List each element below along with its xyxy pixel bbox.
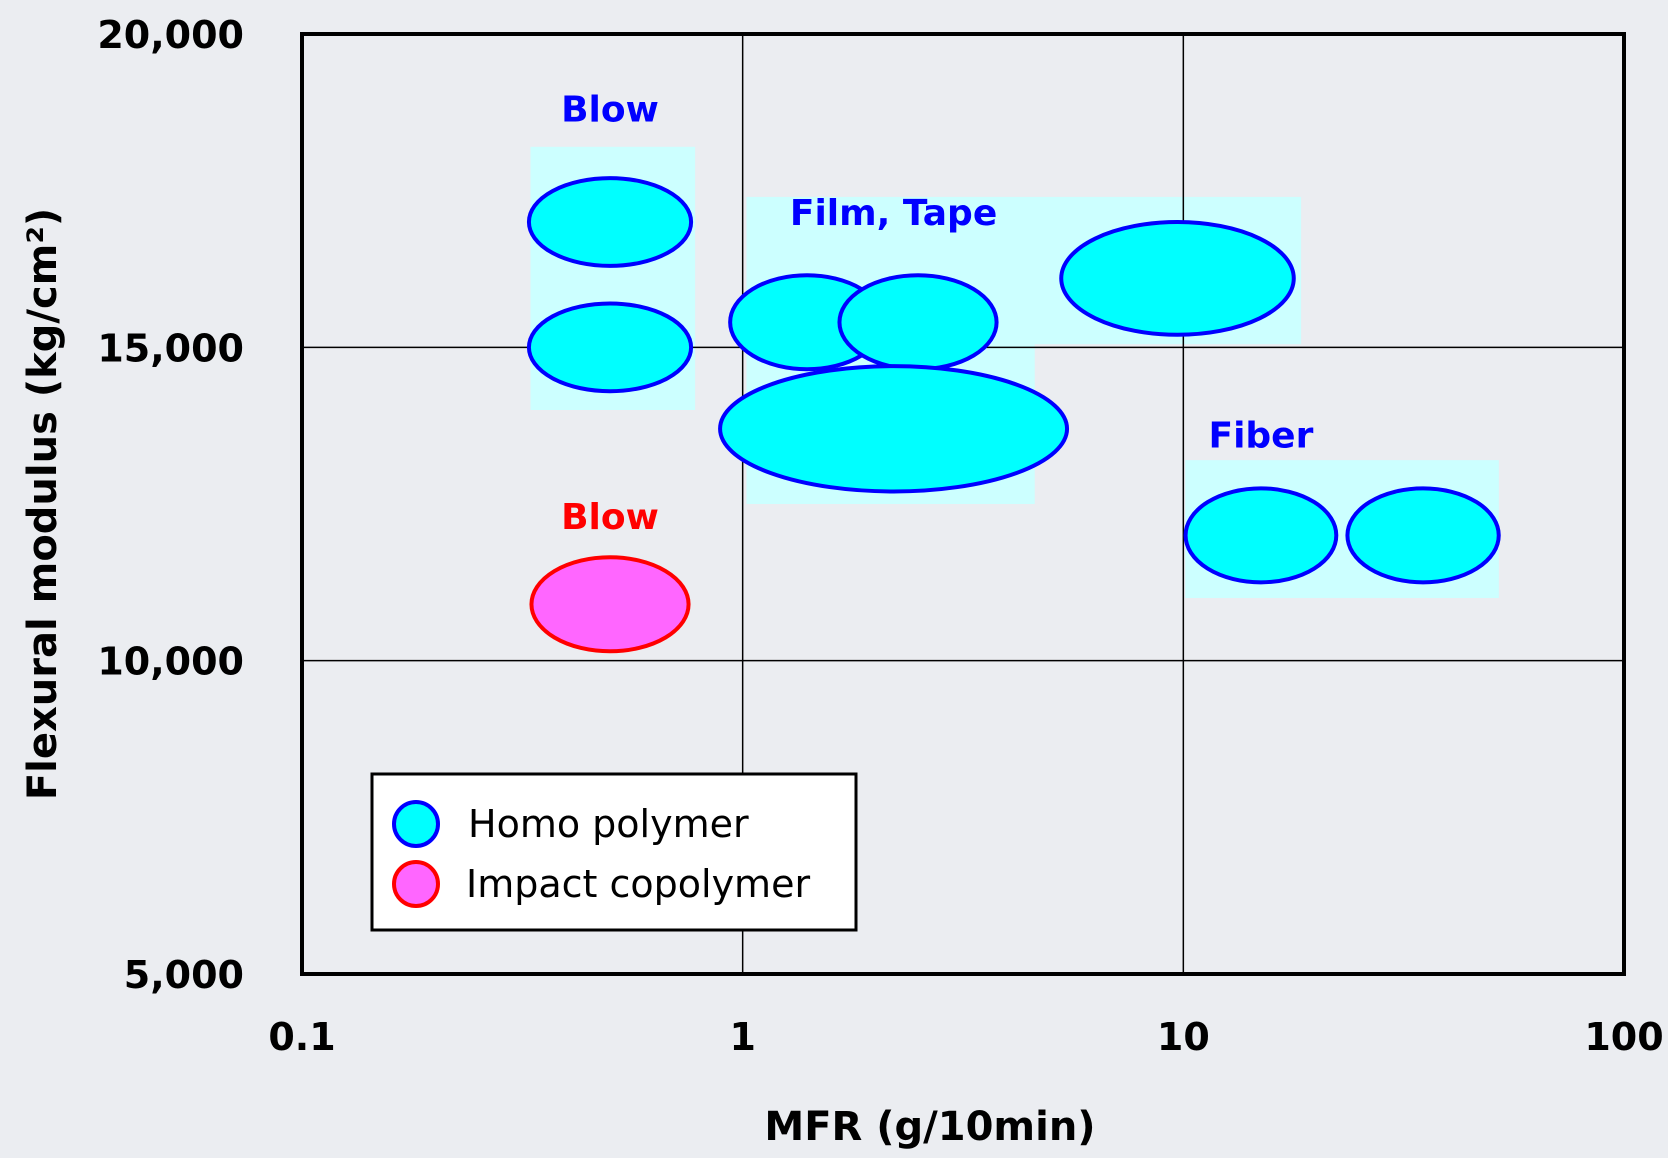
- x-tick-label: 1: [729, 1015, 755, 1059]
- y-tick-label: 20,000: [97, 13, 244, 57]
- plot-frame: [300, 32, 1626, 976]
- legend: Homo polymer Impact copolymer: [370, 772, 858, 932]
- homo-polymer-point: [837, 273, 999, 372]
- homo-polymer-point: [526, 176, 694, 268]
- region-label: Blow: [561, 497, 659, 538]
- region-label: Blow: [561, 90, 659, 131]
- legend-impact-label: Impact copolymer: [466, 862, 810, 906]
- annotation-layer: Blow Film, Tape Fiber Blow: [561, 90, 1313, 538]
- x-axis-title: MFR (g/10min): [764, 1104, 1095, 1150]
- marks-layer: [526, 176, 1501, 654]
- homo-polymer-point: [1059, 220, 1296, 337]
- x-tick-label: 0.1: [268, 1015, 335, 1059]
- legend-homo-label: Homo polymer: [468, 802, 749, 846]
- ticks-layer: 0.1 1 10 100 5,000 10,000 15,000 20,000: [97, 13, 1663, 1059]
- legend-homo-marker: [392, 800, 440, 848]
- homo-polymer-point: [526, 301, 694, 394]
- homo-polymer-point: [1345, 486, 1501, 585]
- homo-polymer-point: [1183, 486, 1339, 585]
- y-axis-title: Flexural modulus (kg/cm²): [20, 208, 66, 800]
- region-label: Film, Tape: [790, 193, 997, 234]
- y-tick-label: 5,000: [124, 953, 244, 997]
- y-tick-label: 10,000: [97, 640, 244, 684]
- region-label: Fiber: [1208, 416, 1313, 457]
- y-tick-label: 15,000: [97, 326, 244, 370]
- impact-copolymer-point: [529, 555, 691, 654]
- legend-impact-marker: [392, 860, 440, 908]
- x-tick-label: 10: [1157, 1015, 1210, 1059]
- homo-polymer-point: [718, 364, 1070, 494]
- x-tick-label: 100: [1584, 1015, 1663, 1059]
- legend-box: [370, 772, 858, 932]
